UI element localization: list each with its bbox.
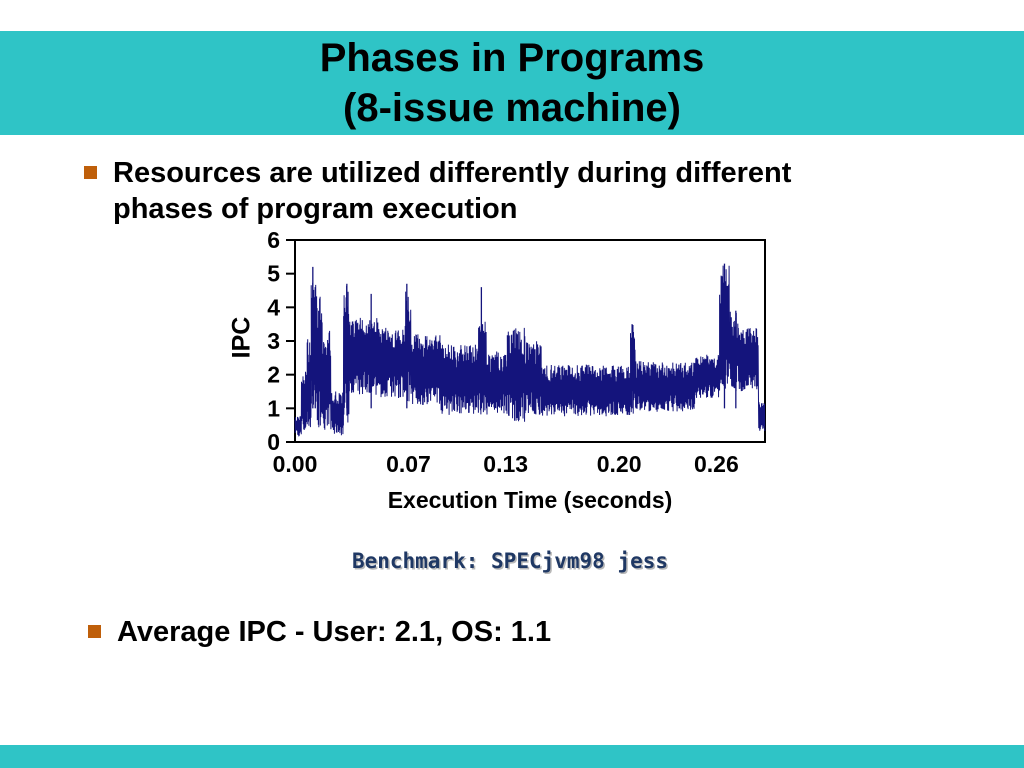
x-tick-label: 0.26 xyxy=(694,451,739,477)
y-tick-label: 5 xyxy=(267,261,280,287)
y-tick-label: 3 xyxy=(267,328,280,354)
bullet-text-resources: Resources are utilized differently durin… xyxy=(113,157,792,225)
slide-title-line2: (8-issue machine) xyxy=(343,86,681,130)
bullet-text-average-ipc: Average IPC - User: 2.1, OS: 1.1 xyxy=(117,616,552,648)
y-tick-label: 2 xyxy=(267,362,280,388)
bullet-item-resources: Resources are utilized differently durin… xyxy=(84,155,914,227)
ipc-line-chart: 0 1 2 3 4 5 6 0.00 0.07 0.13 0.20 0.26 xyxy=(267,228,766,477)
bullet-marker xyxy=(88,625,101,638)
y-axis-title: IPC xyxy=(224,302,260,372)
x-tick-label: 0.13 xyxy=(483,451,528,477)
y-tick-label: 0 xyxy=(267,429,280,455)
bullet-marker xyxy=(84,166,97,179)
bullet-item-average-ipc: Average IPC - User: 2.1, OS: 1.1 xyxy=(88,614,788,650)
slide-title-line1: Phases in Programs xyxy=(319,36,705,80)
x-tick-label: 0.07 xyxy=(386,451,431,477)
y-tick-label: 4 xyxy=(267,294,280,320)
x-tick-label: 0.20 xyxy=(597,451,642,477)
ipc-series-line xyxy=(294,265,766,437)
x-tick-label: 0.00 xyxy=(273,451,318,477)
x-axis-title: Execution Time (seconds) xyxy=(387,487,673,513)
y-tick-label: 6 xyxy=(267,228,280,253)
benchmark-caption: Benchmark: SPECjvm98 jess xyxy=(351,549,669,573)
y-axis-title-text: IPC xyxy=(227,316,256,358)
y-tick-label: 1 xyxy=(267,395,280,421)
title-banner: Phases in Programs (8-issue machine) xyxy=(0,31,1024,135)
footer-banner xyxy=(0,745,1024,768)
